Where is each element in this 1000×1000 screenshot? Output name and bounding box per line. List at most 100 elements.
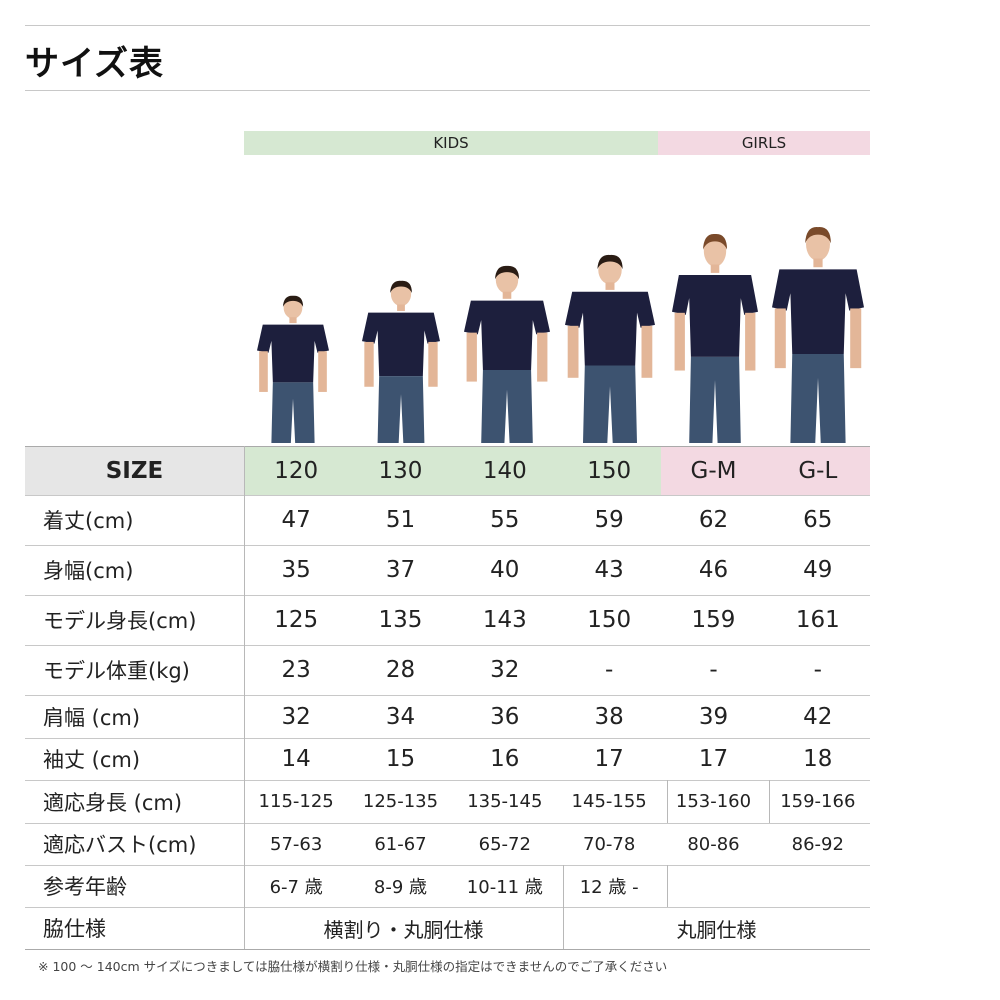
table-cell: 40 <box>490 557 520 583</box>
row-divider <box>25 645 870 646</box>
row-divider <box>25 545 870 546</box>
size-3: 150 <box>557 446 662 495</box>
table-cell: 32 <box>490 657 520 683</box>
column-divider <box>667 865 668 907</box>
table-cell: 159-166 <box>780 791 856 812</box>
table-cell: 125-135 <box>362 791 439 812</box>
table-cell: 70-78 <box>583 833 636 855</box>
table-cell: 43 <box>594 557 624 583</box>
row-divider <box>25 949 870 950</box>
table-cell: 17 <box>594 746 624 772</box>
row-label: 袖丈 (cm) <box>43 748 141 772</box>
table-cell: 135 <box>378 607 423 633</box>
model-figure-2 <box>362 280 440 443</box>
row-divider <box>25 865 870 866</box>
table-cell: 15 <box>385 746 416 772</box>
table-cell: 12 歳 - <box>579 877 639 898</box>
table-cell: 61-67 <box>374 833 427 855</box>
table-cell: 47 <box>281 507 311 533</box>
model-figure-6 <box>772 226 864 443</box>
table-cell: 65 <box>803 507 833 533</box>
row-label: 脇仕様 <box>43 917 106 941</box>
footnote: ※ 100 ～ 140cm サイズにつきましては脇仕様が横割り仕様・丸胴仕様の指… <box>38 959 668 974</box>
row-label: 参考年齢 <box>43 875 127 899</box>
table-cell: 32 <box>281 703 311 730</box>
model-figure-3 <box>464 265 550 443</box>
row-divider <box>25 595 870 596</box>
table-cell: 115-125 <box>258 791 334 812</box>
size-5: G-L <box>765 446 870 495</box>
table-cell: 46 <box>698 557 729 583</box>
column-divider <box>563 865 564 907</box>
table-cell: - <box>813 657 822 683</box>
column-divider <box>769 780 770 823</box>
table-cell: 36 <box>490 703 520 730</box>
table-cell: 35 <box>281 557 311 583</box>
table-cell: 23 <box>281 657 311 683</box>
size-4: G-M <box>661 446 766 495</box>
table-cell: 145-155 <box>571 791 647 812</box>
row-divider <box>25 823 870 824</box>
model-figure-5 <box>672 233 758 443</box>
model-figure-4 <box>565 254 655 443</box>
column-divider <box>244 446 245 949</box>
row-divider <box>25 780 870 781</box>
top-rule <box>25 25 870 26</box>
row-divider <box>25 446 870 447</box>
table-cell: 86-92 <box>791 833 844 855</box>
table-cell: 65-72 <box>478 833 531 855</box>
table-cell: - <box>709 657 718 683</box>
table-cell: 38 <box>594 703 624 730</box>
table-cell: 17 <box>698 746 729 772</box>
row-label: モデル身長(cm) <box>43 609 197 633</box>
row-label: 着丈(cm) <box>43 509 134 533</box>
row-label: 身幅(cm) <box>43 559 134 583</box>
table-cell: 42 <box>803 703 833 730</box>
size-0: 120 <box>244 446 349 495</box>
row-label: モデル体重(kg) <box>43 659 190 683</box>
row-label: 適応バスト(cm) <box>43 833 197 857</box>
row-divider <box>25 738 870 739</box>
table-cell: 161 <box>795 607 840 633</box>
table-cell: 37 <box>385 557 416 583</box>
size-2: 140 <box>452 446 557 495</box>
table-cell: 16 <box>490 746 520 772</box>
table-cell: 62 <box>698 507 729 533</box>
row-divider <box>25 495 870 496</box>
table-cell: 6-7 歳 <box>269 877 323 898</box>
table-cell: 18 <box>803 746 833 772</box>
table-cell: 14 <box>281 746 311 772</box>
girls-group-header: GIRLS <box>658 131 870 155</box>
table-cell: 49 <box>803 557 833 583</box>
table-cell: 150 <box>587 607 632 633</box>
column-divider <box>563 907 564 949</box>
model-figure-1 <box>257 295 329 443</box>
table-cell: 159 <box>691 607 736 633</box>
title-rule <box>25 90 870 91</box>
table-cell: 51 <box>385 507 416 533</box>
table-cell: 57-63 <box>270 833 323 855</box>
table-cell: 39 <box>698 703 729 730</box>
row-label: 肩幅 (cm) <box>43 705 141 730</box>
table-cell: - <box>605 657 614 683</box>
table-cell: 10-11 歳 <box>466 877 543 898</box>
kids-group-header: KIDS <box>244 131 658 155</box>
table-cell: 153-160 <box>675 791 752 812</box>
table-cell: 8-9 歳 <box>373 877 428 898</box>
table-cell: 135-145 <box>467 791 543 812</box>
table-cell: 55 <box>490 507 520 533</box>
table-cell: 28 <box>385 657 416 683</box>
table-cell: 丸胴仕様 <box>676 917 757 942</box>
row-label: 適応身長 (cm) <box>43 790 183 815</box>
table-cell: 125 <box>274 607 319 633</box>
row-divider <box>25 907 870 908</box>
row-divider <box>25 695 870 696</box>
table-cell: 143 <box>482 607 527 633</box>
table-cell: 横割り・丸胴仕様 <box>323 917 484 942</box>
table-cell: 80-86 <box>687 833 740 855</box>
column-divider <box>667 780 668 823</box>
size-header: SIZE <box>25 446 244 495</box>
table-cell: 59 <box>594 507 624 533</box>
table-cell: 34 <box>385 703 416 730</box>
page-title: サイズ表 <box>25 44 164 84</box>
